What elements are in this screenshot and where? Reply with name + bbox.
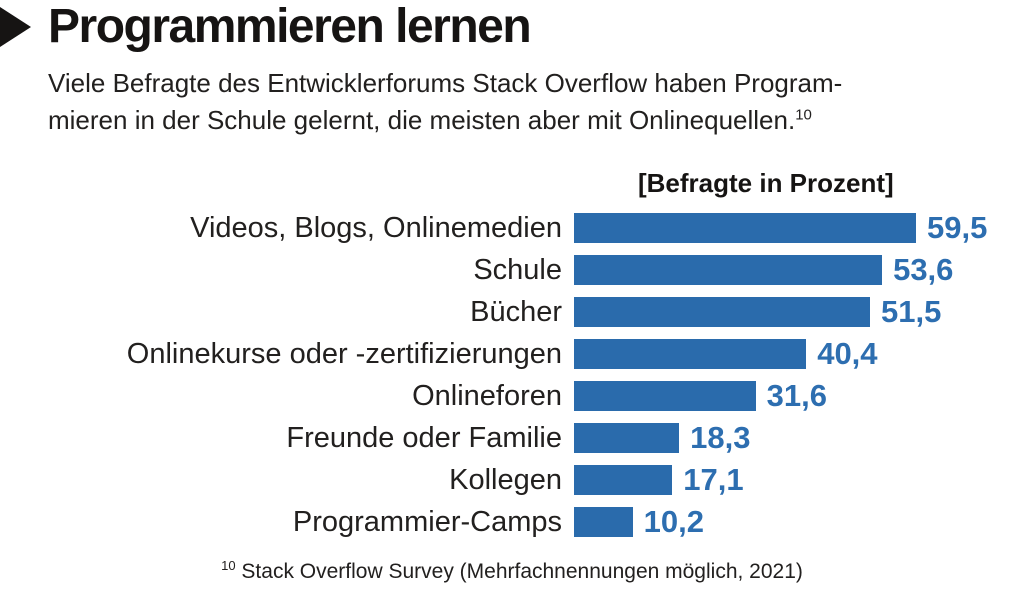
- subtitle-footnote-ref: 10: [795, 106, 812, 124]
- subtitle-line1: Viele Befragte des Entwicklerforums Stac…: [48, 68, 843, 98]
- bar-row: Onlinekurse oder -zertifizierungen 40,4: [0, 333, 1024, 375]
- bar-value-label: 18,3: [690, 420, 751, 455]
- bar-row: Freunde oder Familie 18,3: [0, 417, 1024, 459]
- bar-value-label: 51,5: [881, 294, 942, 329]
- bar: [574, 507, 633, 537]
- bar-category-label: Schule: [473, 253, 562, 286]
- bar: [574, 297, 871, 327]
- arrow-right-icon: [0, 7, 31, 47]
- bar: [574, 213, 916, 243]
- chart-unit-header: [Befragte in Prozent]: [638, 168, 894, 198]
- bar-category-label: Kollegen: [449, 463, 562, 496]
- bar-value-label: 40,4: [817, 336, 878, 371]
- bar: [574, 381, 756, 411]
- bar-row: Schule 53,6: [0, 249, 1024, 291]
- bar-category-label: Videos, Blogs, Onlinemedien: [190, 211, 562, 244]
- bar: [574, 255, 883, 285]
- bar-category-label: Onlineforen: [412, 379, 562, 412]
- bar-row: Programmier-Camps 10,2: [0, 501, 1024, 543]
- bar: [574, 423, 680, 453]
- footnote-ref: 10: [221, 558, 236, 573]
- bar-category-label: Bücher: [470, 295, 562, 328]
- header: Programmieren lernen Viele Befragte des …: [0, 0, 1024, 139]
- bar-value-label: 53,6: [893, 252, 954, 287]
- bar-row: Onlineforen 31,6: [0, 375, 1024, 417]
- subtitle: Viele Befragte des Entwicklerforums Stac…: [0, 65, 1024, 139]
- bar-value-label: 17,1: [683, 462, 744, 497]
- bar-value-label: 31,6: [766, 378, 827, 413]
- bar-row: Bücher 51,5: [0, 291, 1024, 333]
- page-title: Programmieren lernen: [48, 0, 532, 53]
- bar-category-label: Onlinekurse oder -zertifizierungen: [126, 337, 562, 370]
- bar-category-label: Freunde oder Familie: [286, 421, 562, 454]
- bar-rows: Videos, Blogs, Onlinemedien 59,5 Schule 53,…: [0, 207, 1024, 543]
- subtitle-line2: mieren in der Schule gelernt, die meiste…: [48, 105, 796, 135]
- bar-row: Videos, Blogs, Onlinemedien 59,5: [0, 207, 1024, 249]
- footnote-text: Stack Overflow Survey (Mehrfachnennungen…: [241, 560, 803, 583]
- bar-value-label: 10,2: [643, 504, 704, 539]
- bar: [574, 339, 807, 369]
- bar-value-label: 59,5: [927, 210, 988, 245]
- source-footnote: 10 Stack Overflow Survey (Mehrfachnennun…: [0, 558, 1024, 584]
- bar-category-label: Programmier-Camps: [292, 505, 562, 538]
- bar-row: Kollegen 17,1: [0, 459, 1024, 501]
- bar: [574, 465, 673, 495]
- bar-chart: [Befragte in Prozent] Videos, Blogs, Onl…: [0, 168, 1024, 543]
